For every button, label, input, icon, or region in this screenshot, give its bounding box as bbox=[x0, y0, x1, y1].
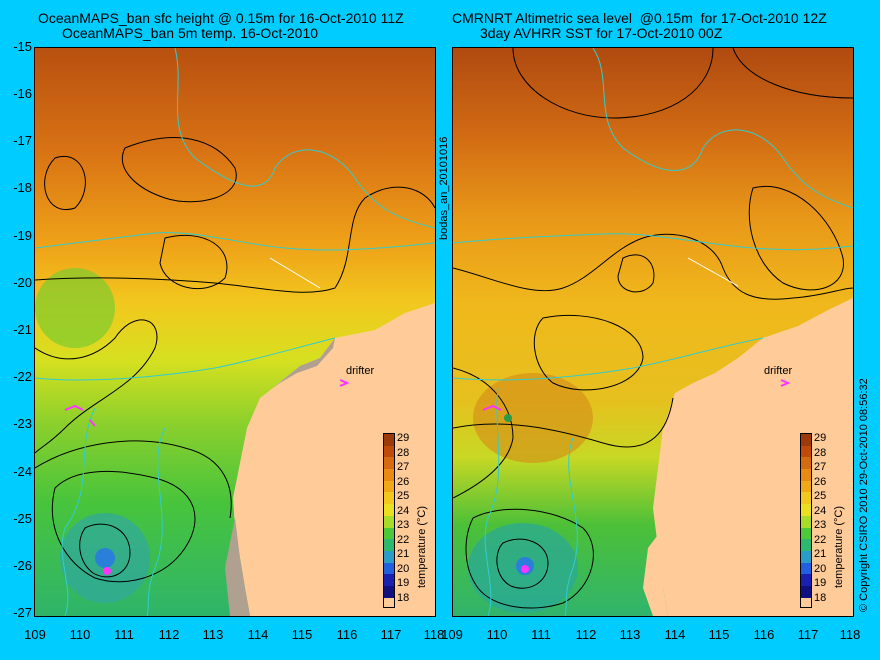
colorbar-tick: 20 bbox=[397, 563, 410, 575]
x-tick: 116 bbox=[753, 627, 775, 642]
colorbar-tick: 24 bbox=[397, 505, 410, 517]
colorbar-tick: 28 bbox=[397, 447, 410, 459]
colorbar-tick: 23 bbox=[397, 519, 410, 531]
right-map-svg bbox=[453, 48, 853, 616]
x-tick: 113 bbox=[619, 627, 641, 642]
colorbar-tick: 29 bbox=[397, 432, 410, 444]
y-tick: -15 bbox=[13, 39, 32, 54]
colorbar-tick: 27 bbox=[397, 461, 410, 473]
right-title-line1: CMRNRT Altimetric sea level @0.15m for 1… bbox=[452, 10, 827, 26]
left-map-svg bbox=[35, 48, 435, 616]
left-colorbar-scale bbox=[383, 433, 395, 608]
colorbar-tick: 22 bbox=[814, 534, 827, 546]
colorbar-tick: 21 bbox=[397, 548, 410, 560]
colorbar-tick: 28 bbox=[814, 447, 827, 459]
x-tick: 114 bbox=[664, 627, 686, 642]
y-tick: -27 bbox=[13, 605, 32, 620]
x-tick: 116 bbox=[336, 627, 358, 642]
colorbar-tick: 18 bbox=[814, 592, 827, 604]
colorbar-tick: 23 bbox=[814, 519, 827, 531]
y-tick: -16 bbox=[13, 86, 32, 101]
y-tick: -24 bbox=[13, 464, 32, 479]
x-tick: 117 bbox=[797, 627, 819, 642]
x-tick: 112 bbox=[575, 627, 597, 642]
left-map-panel bbox=[34, 47, 436, 617]
x-tick: 118 bbox=[423, 627, 445, 642]
left-drifter-label: drifter bbox=[346, 365, 375, 377]
x-tick: 117 bbox=[380, 627, 402, 642]
colorbar-tick: 25 bbox=[397, 490, 410, 502]
y-tick: -17 bbox=[13, 133, 32, 148]
x-tick: 110 bbox=[486, 627, 508, 642]
copyright-label: © Copyright CSIRO 2010 29-Oct-2010 08:56… bbox=[858, 378, 870, 612]
x-tick: 110 bbox=[69, 627, 91, 642]
analysis-id-label: bodas_an_20101016 bbox=[438, 136, 450, 240]
y-tick: -25 bbox=[13, 511, 32, 526]
x-tick: 111 bbox=[531, 627, 551, 642]
colorbar-tick: 19 bbox=[397, 577, 410, 589]
x-tick: 112 bbox=[158, 627, 180, 642]
colorbar-tick: 22 bbox=[397, 534, 410, 546]
y-tick: -20 bbox=[13, 275, 32, 290]
left-title-line2: OceanMAPS_ban 5m temp. 16-Oct-2010 bbox=[62, 25, 319, 41]
right-drifter-label: drifter bbox=[764, 365, 793, 377]
right-colorbar-title: temperature (°C) bbox=[833, 505, 845, 588]
x-tick: 114 bbox=[247, 627, 269, 642]
x-tick: 109 bbox=[441, 627, 463, 642]
x-tick: 118 bbox=[839, 627, 861, 642]
colorbar-tick: 26 bbox=[397, 476, 410, 488]
colorbar-tick: 21 bbox=[814, 548, 827, 560]
y-tick: -22 bbox=[13, 369, 32, 384]
x-tick: 113 bbox=[202, 627, 224, 642]
x-tick: 115 bbox=[291, 627, 313, 642]
x-tick: 115 bbox=[708, 627, 730, 642]
colorbar-tick: 20 bbox=[814, 563, 827, 575]
left-title-line1: OceanMAPS_ban sfc height @ 0.15m for 16-… bbox=[38, 10, 404, 26]
colorbar-tick: 18 bbox=[397, 592, 410, 604]
colorbar-tick: 25 bbox=[814, 490, 827, 502]
colorbar-tick: 27 bbox=[814, 461, 827, 473]
x-tick: 109 bbox=[24, 627, 46, 642]
right-title-line2: 3day AVHRR SST for 17-Oct-2010 00Z bbox=[480, 25, 723, 41]
colorbar-tick: 24 bbox=[814, 505, 827, 517]
y-tick: -26 bbox=[13, 558, 32, 573]
y-tick: -23 bbox=[13, 416, 32, 431]
colorbar-tick: 19 bbox=[814, 577, 827, 589]
y-tick: -18 bbox=[13, 180, 32, 195]
colorbar-tick: 26 bbox=[814, 476, 827, 488]
left-colorbar-title: temperature (°C) bbox=[416, 505, 428, 588]
right-colorbar-scale bbox=[800, 433, 812, 608]
right-map-panel bbox=[452, 47, 854, 617]
x-tick: 111 bbox=[114, 627, 134, 642]
y-tick: -19 bbox=[13, 228, 32, 243]
y-tick: -21 bbox=[13, 322, 32, 337]
colorbar-tick: 29 bbox=[814, 432, 827, 444]
